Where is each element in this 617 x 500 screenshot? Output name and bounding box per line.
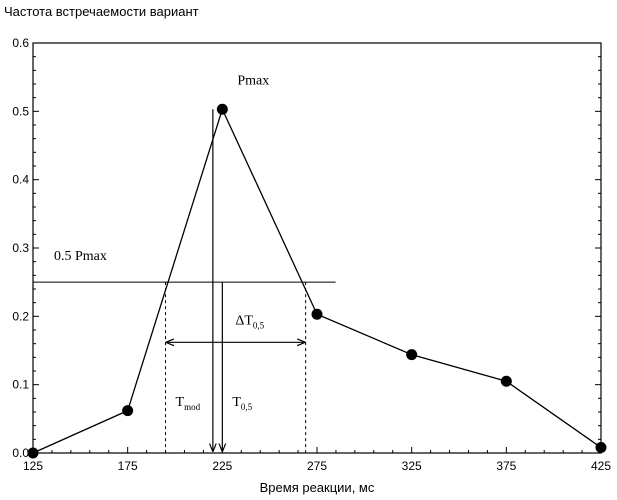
y-axis-label: Частота встречаемости вариант (4, 4, 199, 19)
x-tick-label: 225 (212, 459, 232, 473)
annotations: Pmax0.5 PmaxΔT0,5TmodT0,5 (54, 73, 269, 412)
delta-t-label-sub: 0,5 (253, 320, 265, 330)
data-point (312, 309, 323, 320)
x-tick-label: 175 (118, 459, 138, 473)
y-tick-label: 0.4 (12, 173, 29, 187)
x-tick-label: 275 (307, 459, 327, 473)
x-tick-label: 325 (402, 459, 422, 473)
data-point (28, 448, 39, 459)
x-axis-label: Время реакции, мс (260, 480, 375, 495)
t05-label: T0,5 (232, 395, 252, 412)
t-mod-label-sub: mod (184, 402, 201, 412)
series-line (33, 109, 601, 453)
plot-frame (33, 43, 601, 453)
pmax-label: Pmax (237, 73, 269, 88)
y-tick-label: 0.1 (12, 378, 29, 392)
delta-t-label: ΔT0,5 (235, 313, 264, 330)
data-point (501, 376, 512, 387)
y-tick-label: 0.5 (12, 104, 29, 118)
x-axis-ticks: 125 175 225 275 325 375 425 (23, 447, 611, 473)
delta-t-label-main: ΔT (235, 313, 253, 328)
data-point (122, 405, 133, 416)
x-tick-label: 125 (23, 459, 43, 473)
t05-label-sub: 0,5 (241, 402, 253, 412)
y-axis-ticks: 0.0 0.1 0.2 0.3 0.4 0.5 0.6 (12, 36, 601, 460)
x-tick-label: 425 (591, 459, 611, 473)
y-tick-label: 0.0 (12, 446, 29, 460)
data-point (217, 104, 228, 115)
y-tick-label: 0.2 (12, 309, 29, 323)
data-point (596, 442, 607, 453)
y-tick-label: 0.3 (12, 241, 29, 255)
data-point (406, 349, 417, 360)
series-frequency (28, 104, 607, 459)
y-tick-label: 0.6 (12, 36, 29, 50)
t-mod-label: Tmod (176, 395, 201, 412)
x-tick-label: 375 (496, 459, 516, 473)
half-pmax-label: 0.5 Pmax (54, 249, 107, 264)
